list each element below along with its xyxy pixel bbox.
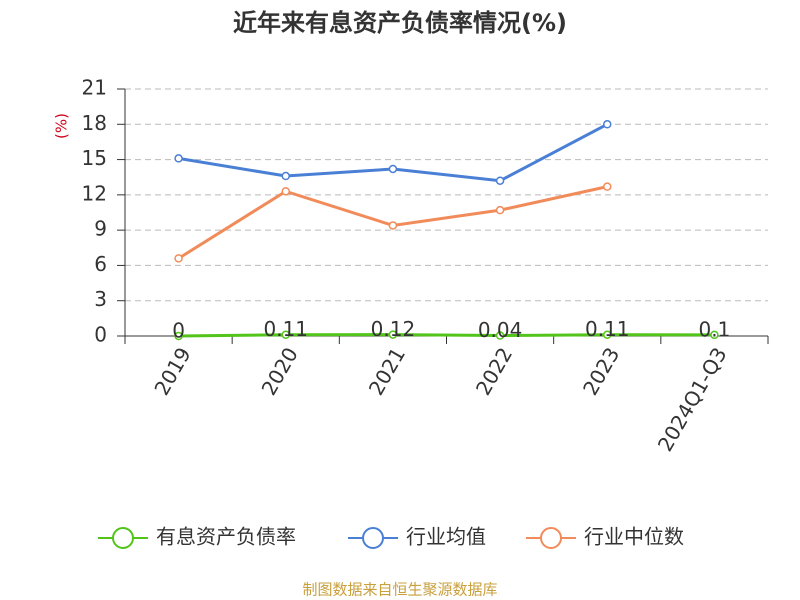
x-tick-label: 2023 (578, 343, 624, 399)
legend-marker (112, 527, 134, 549)
y-tick-label: 15 (82, 146, 107, 170)
data-point (603, 330, 612, 339)
x-tick-label: 2021 (364, 343, 410, 399)
data-point (388, 330, 398, 339)
chart-title: 近年来有息资产负债率情况(%) (233, 9, 567, 37)
data-point (495, 331, 505, 340)
y-axis-label: (%) (53, 113, 71, 139)
data-point (388, 164, 398, 174)
y-tick-label: 3 (94, 287, 107, 311)
y-tick-label: 9 (94, 217, 107, 241)
y-tick-label: 21 (82, 76, 107, 100)
data-point (710, 330, 719, 340)
data-point (495, 205, 505, 215)
data-label: 0.11 (585, 317, 630, 341)
x-tick-label: 2024Q1-Q3 (653, 343, 732, 455)
data-point (603, 182, 612, 191)
data-point (281, 187, 290, 196)
y-tick-label: 6 (94, 252, 107, 276)
data-label: 0.12 (371, 317, 416, 341)
data-label: 0.11 (263, 317, 308, 341)
data-point (174, 331, 183, 341)
y-tick-label: 0 (94, 323, 107, 347)
y-tick-label: 18 (82, 111, 107, 135)
data-label: 0.1 (699, 317, 731, 341)
legend-label: 行业均值 (406, 525, 486, 549)
data-point (281, 330, 290, 339)
data-point (281, 171, 290, 181)
x-tick-label: 2020 (257, 343, 303, 399)
data-point (495, 176, 505, 185)
x-tick-label: 2022 (471, 343, 517, 399)
data-point (174, 154, 183, 163)
x-tick-label: 2019 (149, 343, 195, 399)
data-point (388, 221, 398, 230)
data-label: 0.04 (478, 318, 523, 342)
source-note: 制图数据来自恒生聚源数据库 (302, 581, 497, 599)
data-point (174, 254, 183, 263)
legend-label: 有息资产负债率 (156, 525, 296, 549)
y-tick-label: 12 (82, 181, 107, 205)
data-label: 0 (172, 319, 185, 343)
legend-marker (362, 527, 384, 549)
data-point (603, 120, 612, 129)
legend-marker (540, 527, 562, 549)
series-line (178, 333, 715, 338)
legend-label: 行业中位数 (584, 525, 684, 549)
